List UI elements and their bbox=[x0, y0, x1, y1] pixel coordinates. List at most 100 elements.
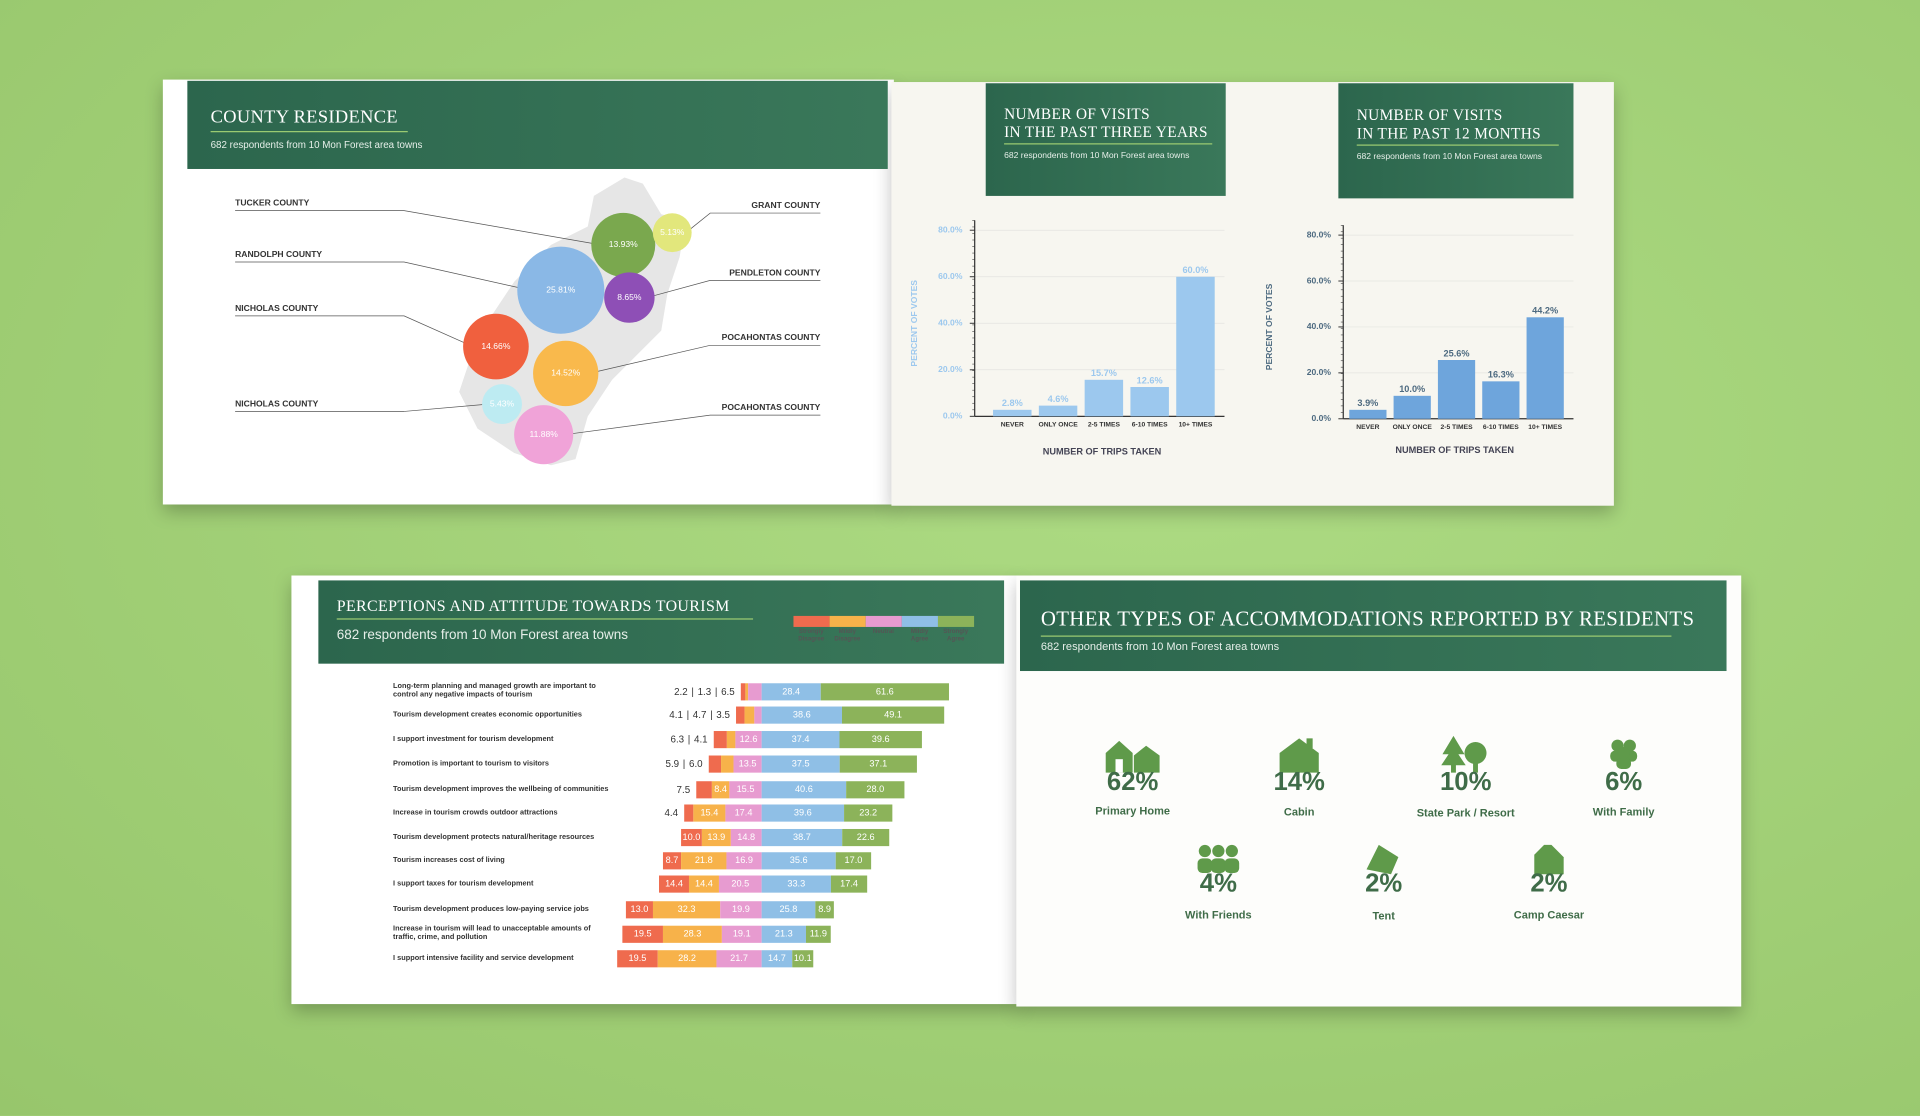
value-label: 14.8 bbox=[737, 832, 755, 842]
icon bbox=[1197, 858, 1213, 874]
icon bbox=[1115, 759, 1123, 773]
value-label-group: 5.9 | 6.0 bbox=[666, 759, 704, 770]
value-label: 21.7 bbox=[730, 953, 748, 963]
category-label: Tourism increases cost of living bbox=[393, 856, 505, 864]
bar-segment bbox=[761, 731, 840, 749]
bar-segment bbox=[839, 755, 917, 773]
bubble bbox=[463, 313, 529, 380]
title: IN THE PAST 12 MONTHS bbox=[1356, 124, 1542, 143]
bar-segment bbox=[761, 852, 836, 870]
icon bbox=[1534, 844, 1564, 875]
y-tick-label: 20.0% bbox=[1307, 367, 1332, 377]
bar-segment bbox=[726, 852, 762, 870]
leader-line bbox=[235, 261, 531, 291]
y-tick-label: 40.0% bbox=[938, 318, 963, 328]
icon bbox=[1225, 844, 1238, 858]
bar bbox=[993, 409, 1032, 417]
bar-segment bbox=[726, 731, 736, 749]
bar-segment bbox=[657, 950, 717, 968]
bubble bbox=[652, 213, 692, 253]
bar-segment bbox=[688, 875, 719, 893]
icon bbox=[1464, 742, 1487, 765]
bar-segment bbox=[662, 852, 682, 870]
bar bbox=[1526, 317, 1564, 419]
value-label: 8.4 bbox=[714, 784, 727, 794]
y-axis-label: PERCENT OF VOTES bbox=[1264, 283, 1274, 370]
bar bbox=[1349, 409, 1387, 419]
stat-label: Tent bbox=[1372, 909, 1395, 923]
stat-value: 4% bbox=[1199, 869, 1237, 898]
rule bbox=[1356, 144, 1559, 146]
stat-label: With Family bbox=[1592, 805, 1655, 818]
bar bbox=[1176, 276, 1215, 417]
value-label: 39.6 bbox=[794, 807, 812, 817]
bar-segment bbox=[761, 950, 793, 968]
y-tick-label: 80.0% bbox=[1307, 229, 1332, 239]
value-label-group: 2.2 | 1.3 | 6.5 bbox=[674, 686, 735, 697]
value-label-group: 4.4 bbox=[664, 808, 678, 819]
value-label: 17.0 bbox=[845, 855, 863, 865]
value-label: 22.6 bbox=[857, 832, 875, 842]
value-label: 19.9 bbox=[732, 904, 750, 914]
leader-line bbox=[235, 210, 601, 246]
leader-line bbox=[235, 403, 489, 412]
value-label: 10.0 bbox=[683, 832, 701, 842]
title: NUMBER OF VISITS bbox=[1004, 105, 1151, 123]
value-label: 7.5 bbox=[677, 784, 691, 795]
bar bbox=[1437, 360, 1476, 419]
rule bbox=[210, 131, 408, 133]
category-label: I support investment for tourism develop… bbox=[393, 735, 554, 743]
bar-segment bbox=[721, 755, 734, 773]
subtitle: 682 respondents from 10 Mon Forest area … bbox=[210, 139, 423, 151]
y-tick-label: 20.0% bbox=[938, 364, 963, 374]
value-label: 13.5 bbox=[739, 759, 757, 769]
bubble bbox=[514, 405, 574, 465]
icon bbox=[1212, 844, 1225, 858]
bar-segment bbox=[729, 781, 762, 799]
leader-line bbox=[646, 280, 821, 298]
value-label: 4.1 bbox=[669, 710, 683, 721]
rule bbox=[1004, 143, 1213, 145]
bar-segment bbox=[662, 925, 722, 943]
bar-segment bbox=[740, 683, 746, 701]
value-label: 61.6 bbox=[876, 686, 894, 696]
bubble bbox=[604, 272, 655, 323]
value-label: 44.2% bbox=[1532, 306, 1558, 316]
bar-segment bbox=[745, 683, 749, 701]
bar-segment bbox=[721, 925, 762, 943]
icon bbox=[1441, 735, 1466, 773]
value-label: 28.0 bbox=[866, 784, 884, 794]
y-tick-label: 0.0% bbox=[943, 411, 963, 421]
value-label: 19.5 bbox=[629, 953, 647, 963]
bar-segment bbox=[735, 731, 762, 749]
legend-swatch bbox=[829, 615, 866, 627]
value-label: 16.9 bbox=[735, 855, 753, 865]
category-label: Long-term planning and managed growth ar… bbox=[393, 683, 596, 700]
bar-segment bbox=[711, 781, 730, 799]
bar-segment bbox=[720, 901, 762, 919]
subtitle: 682 respondents from 10 Mon Forest area … bbox=[1356, 153, 1543, 162]
bar-segment bbox=[792, 950, 814, 968]
y-tick-label: 40.0% bbox=[1307, 321, 1332, 331]
icon bbox=[1224, 858, 1240, 874]
x-tick-label: 10+ TIMES bbox=[1179, 422, 1213, 429]
bubble bbox=[482, 384, 523, 425]
y-tick-label: 60.0% bbox=[1307, 275, 1332, 285]
value-label: 12.6 bbox=[740, 734, 758, 744]
value-label: 11.88% bbox=[529, 429, 558, 439]
stat-value: 62% bbox=[1106, 767, 1159, 796]
label-separator: | bbox=[687, 710, 690, 721]
rule bbox=[336, 618, 754, 620]
category-label: NICHOLAS COUNTY bbox=[235, 398, 319, 408]
value-label: 39.6 bbox=[872, 734, 890, 744]
bar-segment bbox=[622, 925, 663, 943]
value-label: 19.1 bbox=[733, 929, 751, 939]
stat-value: 10% bbox=[1439, 767, 1492, 796]
leader-line bbox=[588, 344, 821, 374]
bar-segment bbox=[625, 901, 653, 919]
category-label: TUCKER COUNTY bbox=[235, 198, 309, 208]
bar-segment bbox=[713, 731, 727, 749]
value-label: 28.3 bbox=[683, 929, 701, 939]
